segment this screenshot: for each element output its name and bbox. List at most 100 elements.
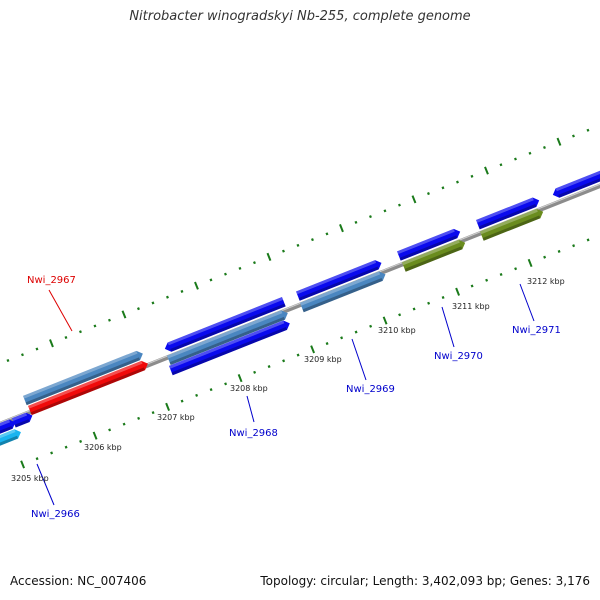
- leader-line: [246, 395, 255, 423]
- major-tick: [49, 339, 54, 348]
- major-tick: [194, 281, 199, 290]
- minor-tick: [151, 411, 155, 415]
- minor-tick: [108, 428, 112, 432]
- major-tick: [92, 431, 98, 440]
- feature-highlight: [480, 208, 538, 235]
- feature-shadow: [302, 278, 383, 313]
- scale-label: 3205 kbp: [11, 474, 49, 483]
- feature-body: [164, 297, 286, 352]
- minor-tick: [514, 157, 517, 161]
- minor-tick: [470, 284, 474, 288]
- feature-shadow: [171, 327, 288, 376]
- minor-tick: [79, 439, 83, 443]
- major-tick: [165, 402, 171, 411]
- major-tick: [484, 166, 489, 175]
- feature-highlight: [22, 350, 138, 399]
- minor-tick: [586, 128, 590, 132]
- minor-tick: [340, 336, 344, 340]
- feature-body: [169, 320, 290, 376]
- feature-body: [480, 208, 544, 241]
- feature-highlight: [169, 320, 285, 369]
- minor-tick: [543, 255, 547, 259]
- minor-tick: [35, 347, 39, 351]
- feature-shadow: [298, 266, 379, 301]
- gene-feature: [27, 360, 148, 416]
- feature-body: [402, 239, 466, 272]
- minor-tick: [398, 313, 402, 317]
- feature-shadow: [404, 246, 463, 272]
- minor-tick: [253, 261, 256, 265]
- gene-feature: [476, 197, 540, 230]
- gene-label-nwi_2970: Nwi_2970: [434, 351, 483, 362]
- major-tick: [310, 345, 316, 354]
- minor-tick: [427, 301, 431, 305]
- minor-tick: [122, 422, 126, 426]
- gene-label-nwi_2971: Nwi_2971: [512, 325, 561, 336]
- minor-tick: [6, 358, 10, 363]
- feature-shadow: [170, 303, 286, 352]
- feature-highlight: [402, 239, 460, 266]
- feature-shadow: [30, 367, 146, 416]
- minor-tick: [398, 203, 401, 207]
- minor-tick: [412, 307, 416, 311]
- minor-tick: [456, 180, 459, 184]
- minor-tick: [325, 232, 329, 236]
- major-tick: [411, 195, 417, 204]
- feature-shadow: [0, 435, 19, 447]
- minor-tick: [586, 238, 590, 242]
- leader-line: [351, 338, 367, 381]
- minor-tick: [514, 267, 518, 271]
- feature-highlight: [0, 419, 11, 428]
- minor-tick: [209, 388, 213, 392]
- feature-shadow: [478, 204, 537, 230]
- feature-body: [23, 350, 143, 406]
- minor-tick: [21, 353, 24, 357]
- minor-tick: [369, 324, 373, 328]
- minor-tick: [238, 266, 242, 270]
- minor-tick: [499, 272, 503, 276]
- feature-shadow: [25, 357, 141, 406]
- scale-label: 3210 kbp: [378, 326, 416, 335]
- minor-tick: [528, 151, 532, 155]
- major-tick: [527, 258, 533, 268]
- feature-shadow: [14, 419, 30, 428]
- genome-summary-text: Topology: circular; Length: 3,402,093 bp…: [260, 574, 590, 588]
- feature-body: [296, 260, 382, 301]
- tick-marks: [6, 128, 590, 469]
- accession-text: Accession: NC_007406: [10, 574, 147, 588]
- minor-tick: [209, 278, 213, 282]
- scale-label: 3208 kbp: [230, 384, 268, 393]
- minor-tick: [50, 451, 54, 455]
- minor-tick: [282, 249, 285, 253]
- scale-label: 3211 kbp: [452, 302, 490, 311]
- leader-line: [441, 306, 455, 348]
- minor-tick: [441, 186, 445, 190]
- gene-label-nwi_2969: Nwi_2969: [346, 384, 395, 395]
- minor-tick: [499, 163, 503, 167]
- gene-feature: [402, 239, 466, 272]
- minor-tick: [354, 220, 358, 224]
- minor-tick: [543, 145, 546, 150]
- feature-body: [300, 271, 386, 313]
- feature-highlight: [167, 297, 284, 346]
- label-leader-lines: [36, 283, 535, 506]
- feature-highlight: [397, 228, 455, 255]
- feature-highlight: [0, 429, 16, 441]
- minor-tick: [282, 359, 286, 363]
- minor-tick: [427, 192, 430, 196]
- gene-feature: [296, 260, 382, 301]
- minor-tick: [137, 307, 140, 311]
- scale-label: 3209 kbp: [304, 355, 342, 364]
- minor-tick: [441, 295, 445, 300]
- feature-highlight: [12, 412, 28, 422]
- minor-tick: [383, 209, 387, 213]
- feature-shadow: [482, 215, 541, 241]
- major-tick: [237, 374, 243, 383]
- major-tick: [455, 287, 461, 296]
- gene-feature: [169, 320, 290, 376]
- feature-highlight: [27, 360, 143, 409]
- minor-tick: [195, 393, 199, 397]
- feature-body: [397, 228, 461, 261]
- gene-feature: [22, 350, 143, 406]
- minor-tick: [180, 399, 184, 403]
